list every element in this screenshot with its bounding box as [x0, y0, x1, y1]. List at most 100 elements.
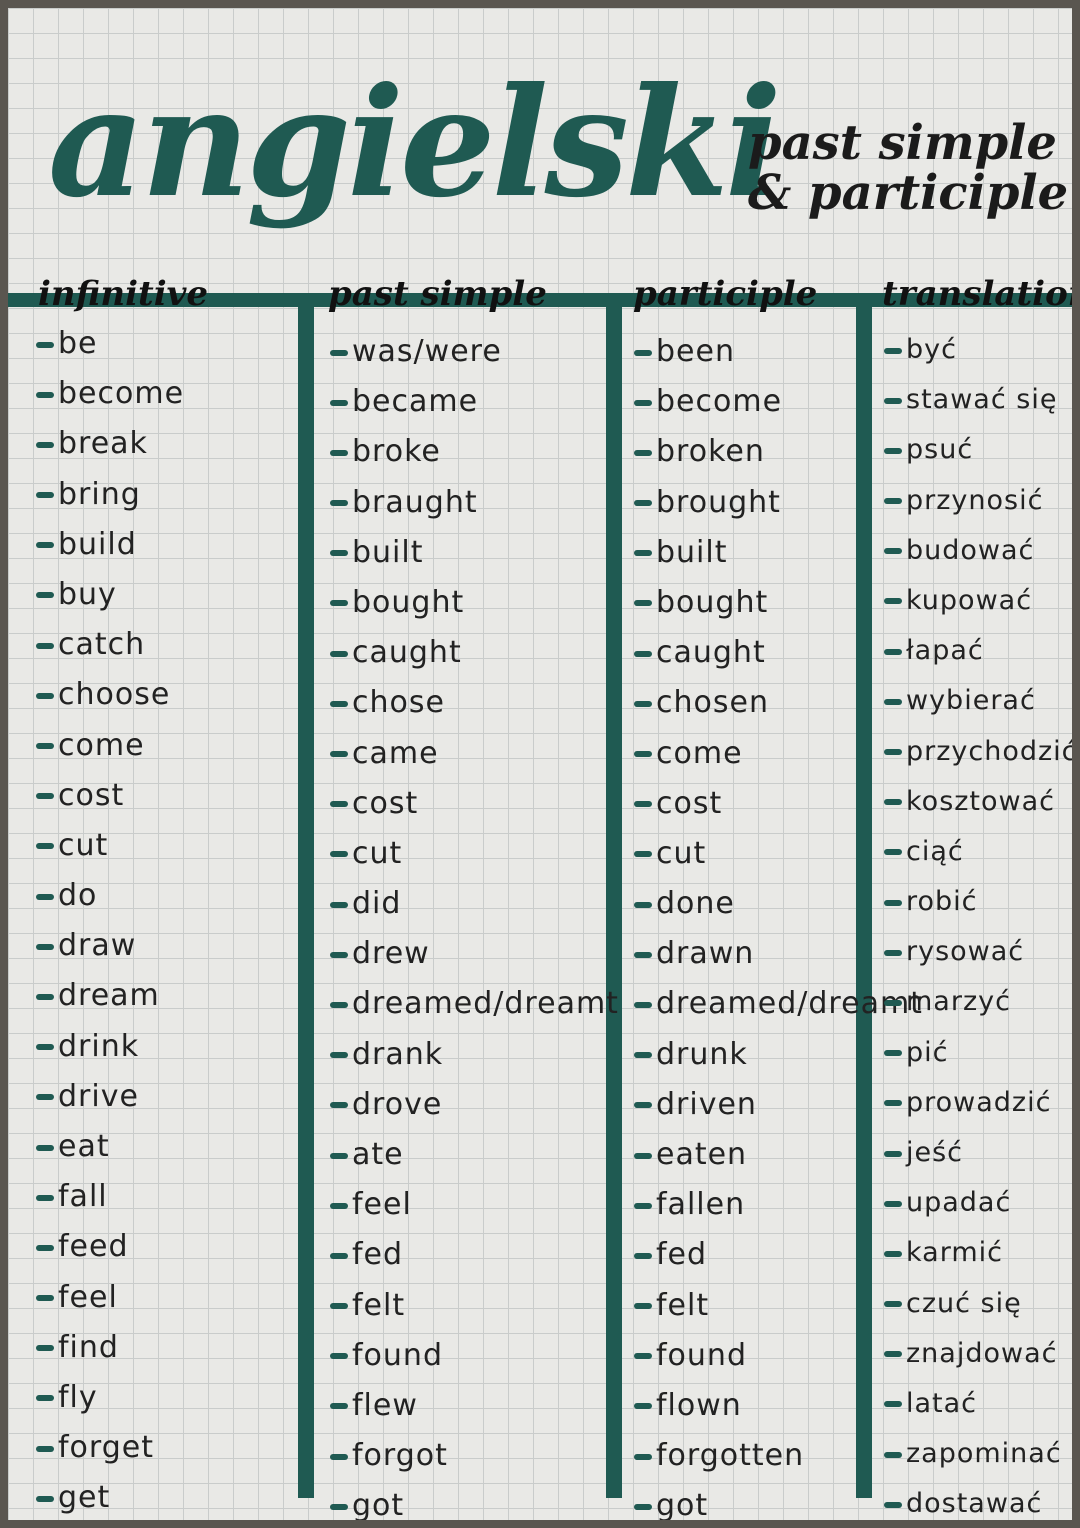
participle-cell: fallen	[634, 1187, 923, 1237]
infinitive-cell: eat	[36, 1129, 184, 1179]
participle-cell: been	[634, 334, 923, 384]
header-participle: participle	[633, 274, 818, 314]
past-simple-cell: drank	[330, 1037, 619, 1087]
translation-cell: jeść	[884, 1137, 1072, 1187]
participle-cell: cost	[634, 786, 923, 836]
translation-column: być stawać się psuć przynosić budować kupować…	[884, 334, 1072, 1520]
past-simple-cell: built	[330, 535, 619, 585]
participle-cell: flown	[634, 1388, 923, 1438]
header-divider	[8, 293, 1072, 307]
participle-cell: fed	[634, 1237, 923, 1287]
participle-cell: found	[634, 1338, 923, 1388]
participle-cell: forgotten	[634, 1438, 923, 1488]
past-simple-cell: braught	[330, 485, 619, 535]
translation-cell: robić	[884, 886, 1072, 936]
past-simple-column: was/were became broke braught built bought cau…	[330, 334, 619, 1520]
participle-cell: driven	[634, 1087, 923, 1137]
past-simple-cell: found	[330, 1338, 619, 1388]
infinitive-cell: fall	[36, 1179, 184, 1229]
translation-cell: rysować	[884, 936, 1072, 986]
subtitle-line-1: past simple	[748, 115, 1057, 171]
participle-cell: come	[634, 736, 923, 786]
translation-cell: przynosić	[884, 485, 1072, 535]
participle-cell: got	[634, 1488, 923, 1520]
participle-cell: become	[634, 384, 923, 434]
infinitive-cell: dream	[36, 978, 184, 1028]
infinitive-cell: drive	[36, 1079, 184, 1129]
translation-cell: ciąć	[884, 836, 1072, 886]
participle-column: been become broken brought built bought caught…	[634, 334, 923, 1520]
participle-cell: chosen	[634, 685, 923, 735]
past-simple-cell: broke	[330, 434, 619, 484]
past-simple-cell: ate	[330, 1137, 619, 1187]
translation-cell: psuć	[884, 434, 1072, 484]
translation-cell: zapominać	[884, 1438, 1072, 1488]
infinitive-cell: cut	[36, 828, 184, 878]
translation-cell: upadać	[884, 1187, 1072, 1237]
participle-cell: dreamed/dreamt	[634, 986, 923, 1036]
infinitive-column: be become break bring build buy catch choose com…	[36, 326, 184, 1520]
infinitive-cell: choose	[36, 677, 184, 727]
participle-cell: built	[634, 535, 923, 585]
past-simple-cell: drew	[330, 936, 619, 986]
translation-cell: być	[884, 334, 1072, 384]
participle-cell: drunk	[634, 1037, 923, 1087]
past-simple-cell: chose	[330, 685, 619, 735]
page-subtitle: past simple & participle	[748, 118, 1068, 218]
infinitive-cell: build	[36, 527, 184, 577]
translation-cell: pić	[884, 1037, 1072, 1087]
translation-cell: stawać się	[884, 384, 1072, 434]
past-simple-cell: forgot	[330, 1438, 619, 1488]
translation-cell: kosztować	[884, 786, 1072, 836]
participle-cell: caught	[634, 635, 923, 685]
subtitle-line-2: & participle	[748, 165, 1069, 221]
infinitive-cell: fly	[36, 1380, 184, 1430]
past-simple-cell: bought	[330, 585, 619, 635]
translation-cell: latać	[884, 1388, 1072, 1438]
past-simple-cell: did	[330, 886, 619, 936]
translation-cell: przychodzić	[884, 736, 1072, 786]
notebook-page: angielski past simple & participle infin…	[8, 8, 1072, 1520]
column-divider	[298, 298, 314, 1498]
past-simple-cell: drove	[330, 1087, 619, 1137]
translation-cell: prowadzić	[884, 1087, 1072, 1137]
participle-cell: eaten	[634, 1137, 923, 1187]
participle-cell: broken	[634, 434, 923, 484]
infinitive-cell: draw	[36, 928, 184, 978]
infinitive-cell: bring	[36, 477, 184, 527]
past-simple-cell: came	[330, 736, 619, 786]
past-simple-cell: became	[330, 384, 619, 434]
translation-cell: wybierać	[884, 685, 1072, 735]
past-simple-cell: feel	[330, 1187, 619, 1237]
infinitive-cell: come	[36, 728, 184, 778]
header-infinitive: infinitive	[38, 274, 208, 314]
header-past-simple: past simple	[328, 274, 547, 314]
translation-cell: dostawać	[884, 1488, 1072, 1520]
translation-cell: czuć się	[884, 1288, 1072, 1338]
infinitive-cell: drink	[36, 1029, 184, 1079]
past-simple-cell: cut	[330, 836, 619, 886]
infinitive-cell: find	[36, 1330, 184, 1380]
infinitive-cell: get	[36, 1480, 184, 1520]
past-simple-cell: was/were	[330, 334, 619, 384]
participle-cell: bought	[634, 585, 923, 635]
translation-cell: łapać	[884, 635, 1072, 685]
translation-cell: karmić	[884, 1237, 1072, 1287]
past-simple-cell: dreamed/dreamt	[330, 986, 619, 1036]
infinitive-cell: break	[36, 426, 184, 476]
page-title: angielski	[48, 55, 782, 231]
translation-cell: kupować	[884, 585, 1072, 635]
past-simple-cell: cost	[330, 786, 619, 836]
participle-cell: drawn	[634, 936, 923, 986]
past-simple-cell: flew	[330, 1388, 619, 1438]
header-translation: translation	[882, 274, 1072, 314]
infinitive-cell: buy	[36, 577, 184, 627]
participle-cell: felt	[634, 1288, 923, 1338]
infinitive-cell: do	[36, 878, 184, 928]
past-simple-cell: fed	[330, 1237, 619, 1287]
participle-cell: cut	[634, 836, 923, 886]
translation-cell: marzyć	[884, 986, 1072, 1036]
infinitive-cell: be	[36, 326, 184, 376]
infinitive-cell: catch	[36, 627, 184, 677]
past-simple-cell: caught	[330, 635, 619, 685]
